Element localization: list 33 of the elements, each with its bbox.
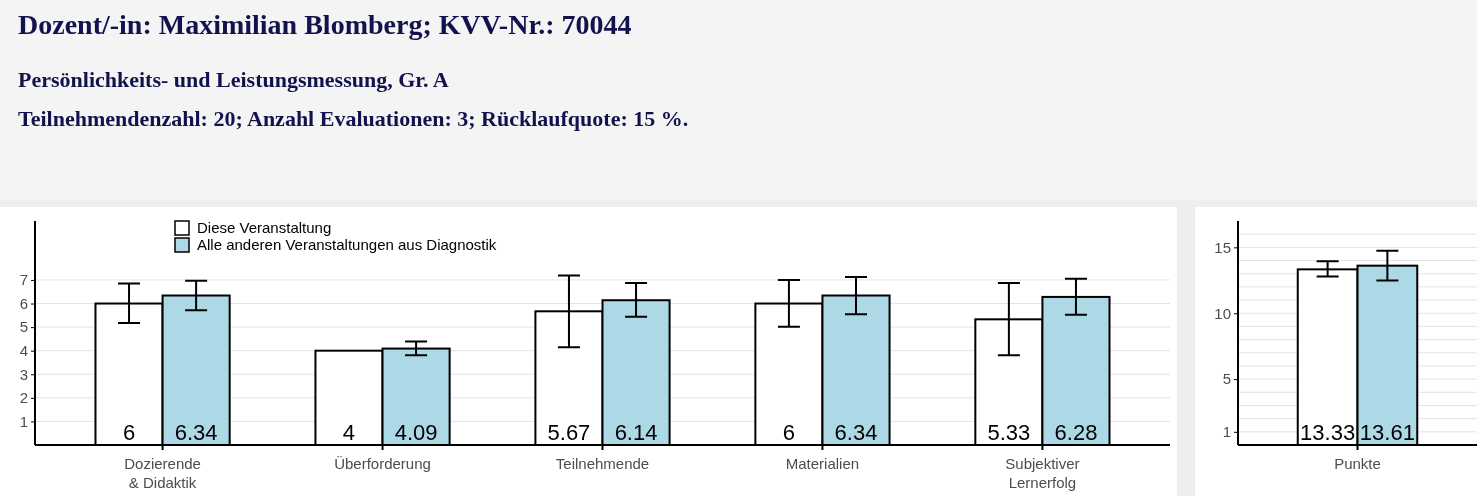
y-tick-label: 5 xyxy=(1222,370,1231,388)
y-tick-label: 2 xyxy=(19,389,28,407)
legend-label: Alle anderen Veranstaltungen aus Diagnostik xyxy=(197,236,497,253)
data-label: 13.33 xyxy=(1300,420,1356,445)
data-label: 4.09 xyxy=(394,420,438,445)
chart-subtitle: Persönlichkeits- und Leistungsmessung, Gr. A Teilnehmendenzahl: 20; Anzahl Evaluationen: 3; Rücklaufquote: 15 %. xyxy=(18,67,689,131)
y-tick-label: 1 xyxy=(1222,423,1231,441)
y-tick-label: 10 xyxy=(1214,304,1231,322)
y-tick-label: 6 xyxy=(19,294,28,312)
data-label: 6 xyxy=(122,420,136,445)
data-label: 4 xyxy=(342,420,356,445)
chart-title: Dozent/-in: Maximilian Blomberg; KVV-Nr.: 70044 xyxy=(18,9,632,40)
x-tick-label: Punkte xyxy=(1334,455,1381,472)
y-tick-label: 1 xyxy=(19,412,28,430)
data-label: 6.34 xyxy=(834,420,878,445)
data-label: 6.34 xyxy=(174,420,218,445)
y-tick-label: 5 xyxy=(19,318,28,336)
data-label: 5.67 xyxy=(547,420,591,445)
x-tick-label: Subjektiver Lernerfolg xyxy=(1005,455,1080,491)
y-tick-label: 3 xyxy=(19,365,28,383)
legend-label: Diese Veranstaltung xyxy=(197,219,332,236)
data-label: 13.61 xyxy=(1359,420,1415,445)
y-tick-label: 7 xyxy=(19,271,28,289)
x-tick-label: Dozierende & Didaktik xyxy=(124,455,201,491)
data-label: 5.33 xyxy=(987,420,1031,445)
x-tick-label: Materialien xyxy=(785,455,860,472)
y-tick-label: 4 xyxy=(19,341,28,359)
data-label: 6.14 xyxy=(614,420,658,445)
x-tick-label: Überforderung xyxy=(334,455,431,472)
data-label: 6.28 xyxy=(1054,420,1098,445)
x-tick-label: Teilnehmende xyxy=(555,455,650,472)
y-tick-label: 15 xyxy=(1214,238,1231,256)
data-label: 6 xyxy=(782,420,796,445)
